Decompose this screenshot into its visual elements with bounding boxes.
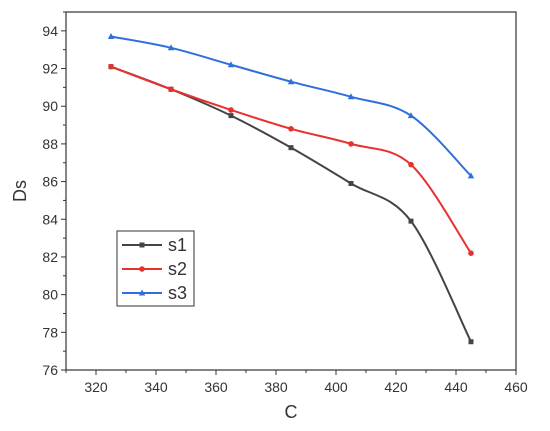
x-tick-label: 400 <box>324 379 348 395</box>
data-point <box>227 61 235 68</box>
legend-label: s3 <box>168 283 187 303</box>
y-tick-label: 92 <box>42 61 58 77</box>
data-point <box>168 86 174 93</box>
data-point <box>348 180 354 186</box>
legend-label: s1 <box>168 235 187 255</box>
data-point <box>348 141 354 147</box>
legend-marker <box>139 266 145 272</box>
y-axis: 76 78 80 82 84 86 88 90 92 94 <box>42 11 66 378</box>
series-layer <box>107 32 475 345</box>
data-point <box>408 218 414 224</box>
data-point <box>167 44 175 51</box>
data-point <box>107 32 115 39</box>
series-s3 <box>107 32 475 179</box>
x-tick-label: 340 <box>144 379 168 395</box>
x-tick-label: 320 <box>84 379 108 395</box>
data-point <box>408 161 414 168</box>
legend-item-s2: s2 <box>122 259 187 279</box>
x-tick-label: 380 <box>264 379 288 395</box>
legend-item-s1: s1 <box>122 235 187 255</box>
legend-label: s2 <box>168 259 187 279</box>
series-s2 <box>108 63 474 256</box>
legend-marker <box>138 289 146 296</box>
plot-frame <box>65 11 517 371</box>
y-tick-label: 82 <box>42 249 58 265</box>
legend-marker <box>139 242 145 248</box>
data-point <box>288 145 294 151</box>
y-tick-label: 78 <box>42 324 58 340</box>
data-point <box>468 250 474 256</box>
data-point <box>108 63 114 70</box>
legend-item-s3: s3 <box>122 283 187 303</box>
data-point <box>468 339 474 345</box>
x-axis: 320 340 360 380 400 420 440 460 <box>65 370 528 395</box>
data-point <box>407 112 415 119</box>
y-tick-label: 80 <box>42 287 58 303</box>
series-line <box>110 35 472 177</box>
legend: s1 s2 s3 <box>116 230 195 307</box>
x-tick-label: 360 <box>204 379 228 395</box>
y-tick-label: 94 <box>42 23 58 39</box>
x-tick-label: 460 <box>504 379 528 395</box>
data-point <box>467 172 475 179</box>
y-tick-label: 76 <box>42 362 58 378</box>
data-point <box>228 113 234 119</box>
y-tick-label: 88 <box>42 136 58 152</box>
x-tick-label: 420 <box>384 379 408 395</box>
y-tick-label: 84 <box>42 211 58 227</box>
x-axis-title: C <box>285 402 298 422</box>
x-tick-label: 440 <box>444 379 468 395</box>
y-tick-label: 86 <box>42 174 58 190</box>
y-tick-label: 90 <box>42 98 58 114</box>
data-point <box>347 93 355 100</box>
y-axis-title: Ds <box>10 180 30 202</box>
series-line <box>110 65 472 254</box>
data-point <box>287 78 295 85</box>
data-point <box>228 107 234 113</box>
data-point <box>288 126 294 132</box>
